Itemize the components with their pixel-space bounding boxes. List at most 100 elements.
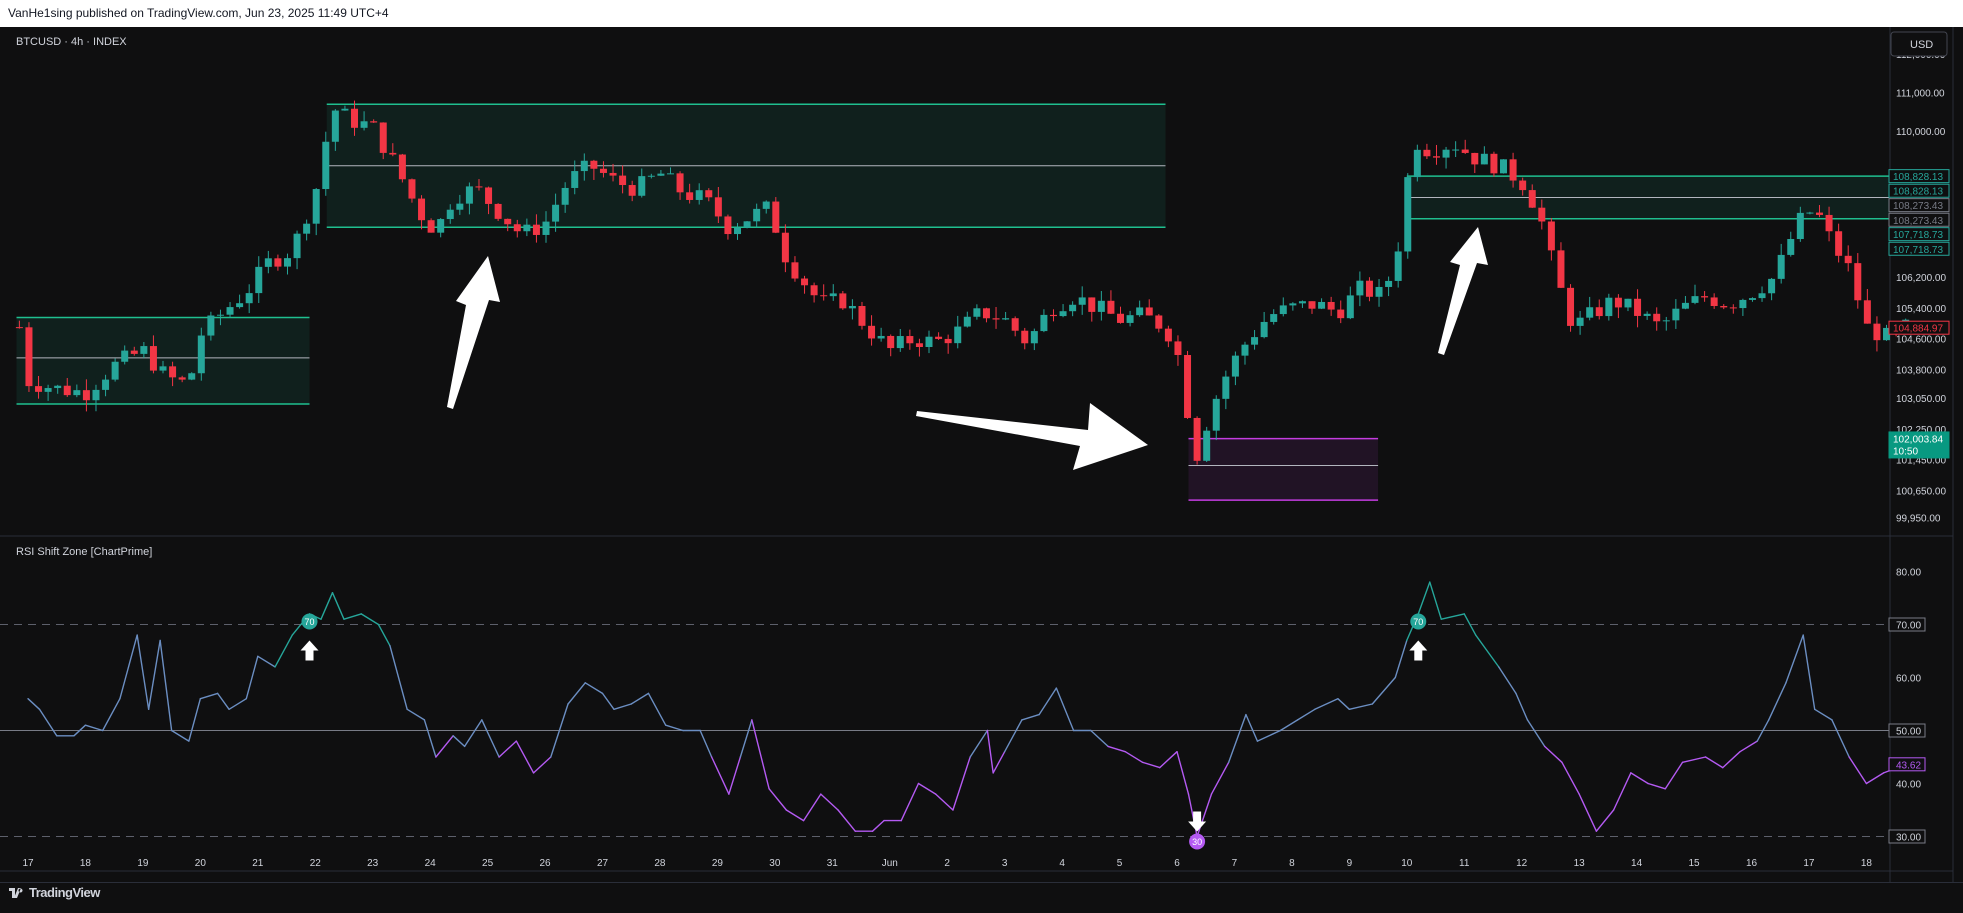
rsi-line-segment xyxy=(1159,751,1178,769)
brand-label: TradingView xyxy=(29,885,100,900)
candle-body xyxy=(398,154,406,180)
time-tick-label: 12 xyxy=(1516,858,1528,869)
rsi-axis[interactable]: 80.00 70.00 60.00 50.00 43.62 40.00 30.00 xyxy=(1888,568,1926,844)
time-tick-label: 4 xyxy=(1059,858,1065,869)
rsi-line-segment xyxy=(84,724,104,732)
candle-body xyxy=(169,366,177,378)
candle-body xyxy=(1260,321,1268,338)
candle-body xyxy=(542,221,550,235)
candle-body xyxy=(370,121,378,123)
time-axis[interactable]: 17 18 19 20 21 22 23 24 25 26 27 28 29 30 31 Jun 2 3 4 5 6 7 8… xyxy=(22,858,1872,869)
candle-body xyxy=(513,224,521,232)
price-badge xyxy=(1888,169,1950,184)
rsi-line-segment xyxy=(1176,751,1190,795)
candle-body xyxy=(1595,307,1603,317)
rsi-level-badge xyxy=(1888,757,1926,772)
candle-body xyxy=(188,373,196,380)
currency-label: USD xyxy=(1910,39,1933,51)
time-tick-label: 26 xyxy=(539,858,551,869)
rsi-line-segment xyxy=(871,819,885,832)
candle-body xyxy=(379,122,387,153)
candle-body xyxy=(1490,153,1498,174)
rsi-tick-label: 50.00 xyxy=(1896,727,1921,738)
candle-body xyxy=(1806,212,1814,214)
candle-body xyxy=(226,307,234,315)
candle-body xyxy=(1825,214,1833,232)
candle-body xyxy=(1691,296,1699,303)
price-tick-label: 110,000.00 xyxy=(1896,127,1946,138)
candle-body xyxy=(303,223,311,234)
candle-body xyxy=(485,187,493,204)
time-tick-label: 10 xyxy=(1401,858,1413,869)
candle-body xyxy=(982,308,990,319)
candle-body xyxy=(791,262,799,279)
time-tick-label: 21 xyxy=(252,858,264,869)
candle-body xyxy=(1011,318,1019,331)
rsi-line-segment xyxy=(1865,772,1885,785)
rsi-line-segment xyxy=(1440,613,1465,620)
rsi-signal-label: 70 xyxy=(304,617,314,627)
candle-body xyxy=(915,343,923,348)
price-badge-label: 108,828.13 xyxy=(1893,187,1943,198)
rsi-line-segment xyxy=(452,735,466,748)
rsi-line-segment xyxy=(1279,719,1299,732)
candle-body xyxy=(619,175,627,186)
time-tick-label: 25 xyxy=(482,858,494,869)
candle-body xyxy=(1538,207,1546,222)
rsi-tick-label: 60.00 xyxy=(1896,674,1921,685)
price-badge-label: 107,718.73 xyxy=(1893,245,1943,256)
candle-body xyxy=(1308,301,1316,309)
rsi-line-segment xyxy=(820,793,839,811)
candle-body xyxy=(341,108,349,111)
candle-body xyxy=(1394,251,1402,281)
candle-body xyxy=(1117,313,1125,323)
candle-body xyxy=(1576,317,1584,326)
time-tick-label: 31 xyxy=(827,858,839,869)
candle-body xyxy=(1835,231,1843,256)
rsi-line-segment xyxy=(1561,761,1580,795)
candle-body xyxy=(1509,159,1517,181)
candle-body xyxy=(25,327,33,387)
sell-arrow-icon xyxy=(1188,811,1207,832)
candle-body xyxy=(130,350,138,354)
currency-button[interactable]: USD xyxy=(1890,31,1948,57)
candle-body xyxy=(1567,287,1575,326)
rsi-line-segment xyxy=(1595,809,1615,832)
candle-body xyxy=(1088,297,1096,312)
candle-body xyxy=(1212,398,1220,431)
candle-body xyxy=(695,190,703,200)
candle-body xyxy=(657,173,665,176)
candle-body xyxy=(494,203,502,219)
price-badge-countdown: 10:50 xyxy=(1893,446,1918,457)
candle-body xyxy=(1174,341,1182,356)
candle-body xyxy=(1097,300,1105,312)
price-tick-label: 100,650.00 xyxy=(1896,486,1946,497)
chart-canvas[interactable]: 112,000.00111,000.00110,000.00107,000.00… xyxy=(0,27,1963,882)
time-tick-label: 5 xyxy=(1117,858,1123,869)
rsi-line-segment xyxy=(699,729,713,758)
rsi-line-segment xyxy=(73,724,87,737)
rsi-line-segment xyxy=(613,703,632,710)
time-tick-label: 6 xyxy=(1174,858,1180,869)
candle-body xyxy=(1519,180,1527,191)
rsi-line-segment xyxy=(584,682,604,695)
rsi-line-segment xyxy=(147,639,161,710)
candle-body xyxy=(236,303,244,308)
time-tick-label: 19 xyxy=(137,858,149,869)
candle-body xyxy=(820,295,828,297)
rsi-line-segment xyxy=(481,719,500,758)
rsi-line-segment xyxy=(389,645,408,710)
price-badge xyxy=(1888,183,1950,198)
rsi-signal-badge xyxy=(1410,613,1427,630)
candle-body xyxy=(465,186,473,204)
tradingview-logo[interactable]: TradingView xyxy=(9,885,100,900)
candle-body xyxy=(599,168,607,173)
price-axis[interactable]: 112,000.00111,000.00110,000.00107,000.00… xyxy=(1888,50,1950,524)
price-tick-label: 101,450.00 xyxy=(1896,456,1946,467)
price-tick-label: 104,600.00 xyxy=(1896,335,1946,346)
candle-body xyxy=(1030,331,1038,344)
candle-body xyxy=(1586,307,1594,318)
candle-body xyxy=(283,258,291,267)
candle-body xyxy=(1710,297,1718,307)
candle-body xyxy=(829,293,837,297)
